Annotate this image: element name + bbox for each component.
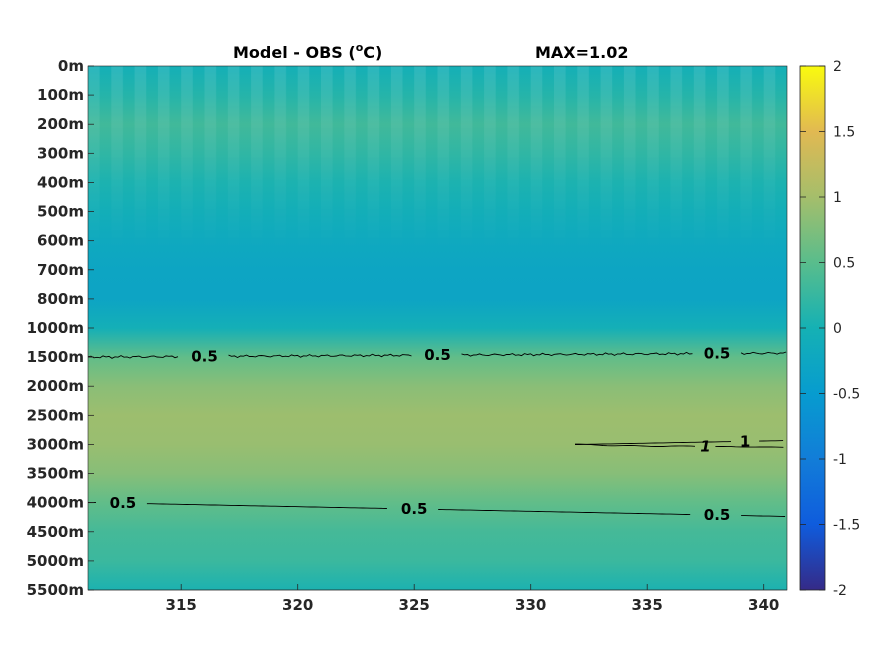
colorbar-ticks: 2 1.5 1 0.5 0 -0.5 -1 -1.5 -2 — [800, 59, 860, 599]
contour-line — [228, 353, 412, 359]
contour-line — [575, 441, 732, 445]
y-tick-label: 200m — [37, 115, 84, 133]
colorbar-tick-label: 1 — [833, 190, 842, 206]
y-tick-label: 0m — [58, 57, 84, 75]
contour-label: 0.5 — [110, 494, 137, 512]
colorbar-tick-label: -1.5 — [833, 518, 860, 534]
plot-frame — [87, 65, 788, 591]
x-tick-label: 335 — [632, 596, 663, 614]
y-tick-label: 4000m — [27, 494, 84, 512]
y-tick-label: 1000m — [27, 319, 84, 337]
contour-label: 0.5 — [401, 500, 428, 518]
x-tick-label: 330 — [515, 596, 546, 614]
y-tick-label: 400m — [37, 173, 84, 191]
contour-line — [741, 515, 786, 517]
contour-line — [740, 351, 787, 355]
contour-label: 0.5 — [424, 346, 451, 364]
contour-layer: 0.5 0.5 0.5 1 1 0.5 0.5 0.5 — [87, 345, 787, 524]
y-tick-label: 300m — [37, 144, 84, 162]
colorbar: 2 1.5 1 0.5 0 -0.5 -1 -1.5 -2 — [799, 59, 860, 599]
contour-line — [575, 443, 696, 447]
x-tick-label: 320 — [282, 596, 313, 614]
x-tick-label: 325 — [399, 596, 430, 614]
y-tick-label: 2500m — [27, 406, 84, 424]
y-tick-label: 100m — [37, 86, 84, 104]
colorbar-tick-label: 0.5 — [833, 256, 855, 272]
colorbar-tick-label: 2 — [833, 59, 842, 75]
contour-label: 1 — [700, 438, 710, 456]
y-tick-label: 4500m — [27, 523, 84, 541]
colorbar-tick-label: -1 — [833, 452, 847, 468]
y-tick-label: 3500m — [27, 465, 84, 483]
y-tick-label: 700m — [37, 261, 84, 279]
plot-area: 0.5 0.5 0.5 1 1 0.5 0.5 0.5 — [87, 66, 787, 590]
contour-line — [146, 503, 387, 509]
y-axis: 0m 100m 200m 300m 400m 500m 600m 700m 800m 1000m 1… — [27, 57, 94, 599]
x-tick-label: 315 — [166, 596, 197, 614]
chart-title: Model - OBS (oC) — [233, 41, 382, 62]
y-tick-label: 500m — [37, 203, 84, 221]
y-tick-label: 3000m — [27, 435, 84, 453]
y-tick-label: 600m — [37, 232, 84, 250]
colorbar-tick-label: 0 — [833, 321, 842, 337]
contour-line — [461, 351, 693, 357]
y-tick-label: 1500m — [27, 348, 84, 366]
x-tick-label: 340 — [748, 596, 779, 614]
y-tick-label: 5000m — [27, 552, 84, 570]
contour-label: 0.5 — [704, 345, 731, 363]
y-tick-label: 800m — [37, 290, 84, 308]
contour-line — [438, 509, 691, 516]
max-label: MAX=1.02 — [535, 43, 629, 62]
colorbar-tick-label: 1.5 — [833, 125, 855, 141]
contour-label: 1 — [740, 432, 750, 450]
contour-label: 0.5 — [191, 347, 218, 365]
contour-label: 0.5 — [704, 506, 731, 524]
colorbar-tick-label: -0.5 — [833, 387, 860, 403]
contour-line — [87, 355, 179, 359]
y-tick-label: 5500m — [27, 581, 84, 599]
contour-line — [715, 446, 784, 448]
contour-line — [759, 440, 784, 442]
heatmap-texture — [88, 66, 787, 256]
y-tick-label: 2000m — [27, 377, 84, 395]
colorbar-tick-label: -2 — [833, 583, 847, 599]
